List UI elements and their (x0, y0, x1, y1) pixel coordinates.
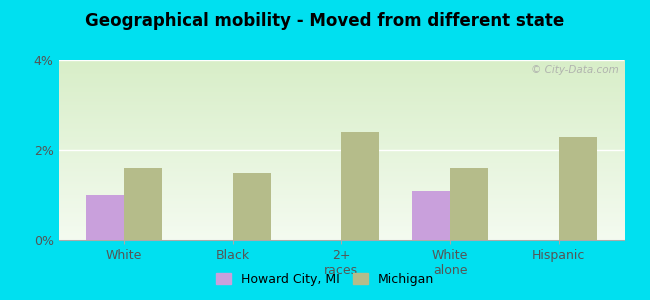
Bar (233, 172, 270, 240)
Bar (124, 168, 162, 240)
Bar (412, 190, 450, 240)
Bar (450, 168, 488, 240)
Text: Geographical mobility - Moved from different state: Geographical mobility - Moved from diffe… (85, 12, 565, 30)
Legend: Howard City, MI, Michigan: Howard City, MI, Michigan (211, 268, 439, 291)
Text: © City-Data.com: © City-Data.com (530, 65, 618, 75)
Bar (86, 195, 124, 240)
Bar (559, 136, 597, 240)
Bar (341, 132, 380, 240)
